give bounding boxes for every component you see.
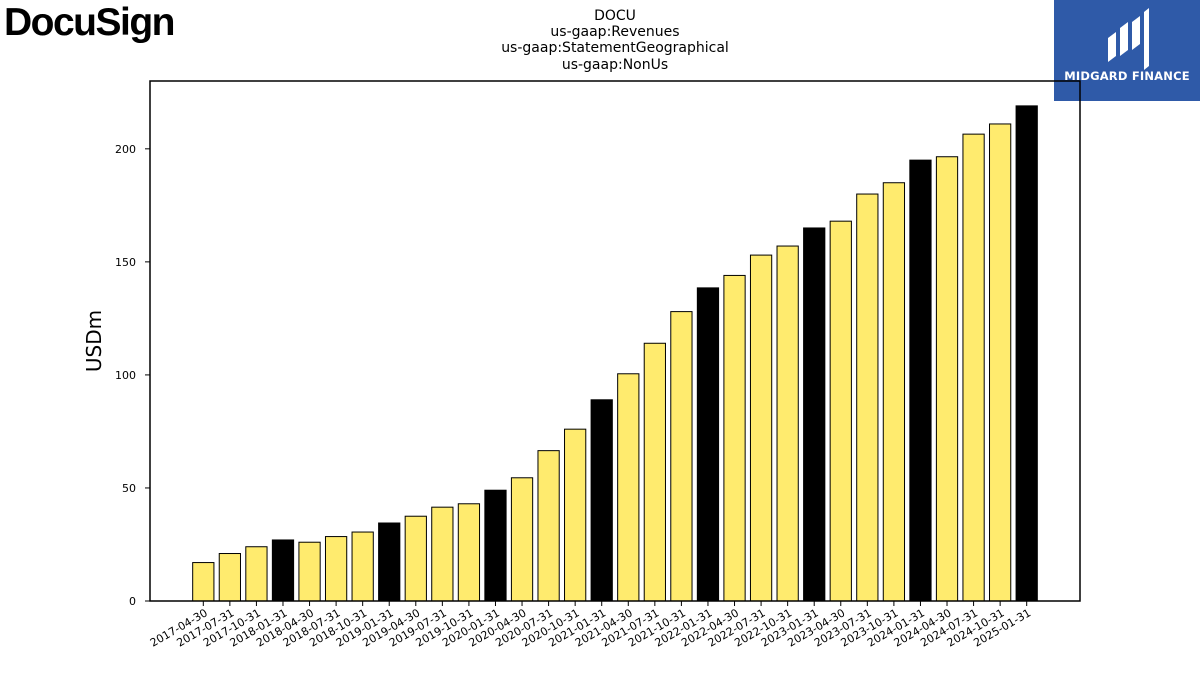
y-tick-label: 100: [115, 369, 136, 382]
bar-2019-01-31: [378, 522, 401, 602]
bars-group: [192, 105, 1038, 602]
bar-2020-10-31: [564, 428, 587, 602]
bar-2019-04-30: [404, 515, 427, 602]
bar-2018-10-31: [351, 531, 374, 602]
chart-title-line: us-gaap:StatementGeographical: [501, 40, 729, 56]
plot-frame: [149, 80, 1081, 602]
y-tick-label: 50: [122, 482, 136, 495]
bar-2023-04-30: [829, 220, 852, 602]
y-axis-label: USDm: [82, 310, 106, 372]
bar-2020-04-30: [510, 477, 534, 602]
bar-2023-10-31: [882, 182, 906, 602]
bar-2023-07-31: [856, 193, 879, 602]
bar-2017-10-31: [245, 546, 268, 602]
bar-2017-07-31: [218, 553, 241, 602]
bar-2017-04-30: [192, 562, 215, 602]
bar-2022-10-31: [776, 245, 799, 602]
x-axis-ticks: 2017-04-302017-07-312017-10-312018-01-31…: [148, 601, 1033, 650]
midgard-mark-icon: [1108, 8, 1149, 70]
bar-2021-04-30: [617, 373, 640, 602]
docusign-logo: DocuSign: [4, 1, 176, 44]
bar-2022-01-31: [696, 287, 720, 602]
chart-title-line: us-gaap:Revenues: [550, 24, 679, 40]
bar-2020-07-31: [537, 450, 560, 602]
bar-2019-07-31: [431, 506, 454, 602]
chart-title: DOCU us-gaap:Revenues us-gaap:StatementG…: [501, 8, 729, 73]
bar-2018-04-30: [298, 541, 321, 602]
chart-title-line: DOCU: [594, 8, 636, 24]
midgard-finance-text: MIDGARD FINANCE: [1064, 69, 1190, 83]
y-tick-label: 200: [115, 143, 136, 156]
midgard-finance-logo: MIDGARD FINANCE: [1054, 0, 1200, 101]
bar-2020-01-31: [484, 489, 507, 602]
bar-2018-01-31: [271, 539, 295, 602]
y-tick-label: 0: [129, 595, 136, 608]
bar-2019-10-31: [457, 503, 481, 602]
bar-2022-07-31: [749, 254, 773, 602]
bar-2021-10-31: [670, 311, 693, 602]
bar-2023-01-31: [803, 227, 826, 602]
bar-2024-07-31: [962, 133, 985, 602]
bar-2022-04-30: [723, 274, 746, 602]
bar-2024-01-31: [909, 159, 932, 602]
bar-2024-10-31: [989, 123, 1012, 602]
bar-2025-01-31: [1015, 105, 1038, 602]
bar-2021-01-31: [590, 399, 613, 602]
y-tick-label: 150: [115, 256, 136, 269]
chart-title-line: us-gaap:NonUs: [562, 57, 668, 73]
y-axis-ticks: 0 50 100 150 200: [115, 143, 150, 608]
bar-2024-04-30: [935, 156, 959, 602]
bar-2018-07-31: [324, 536, 348, 602]
bar-2021-07-31: [643, 342, 666, 602]
